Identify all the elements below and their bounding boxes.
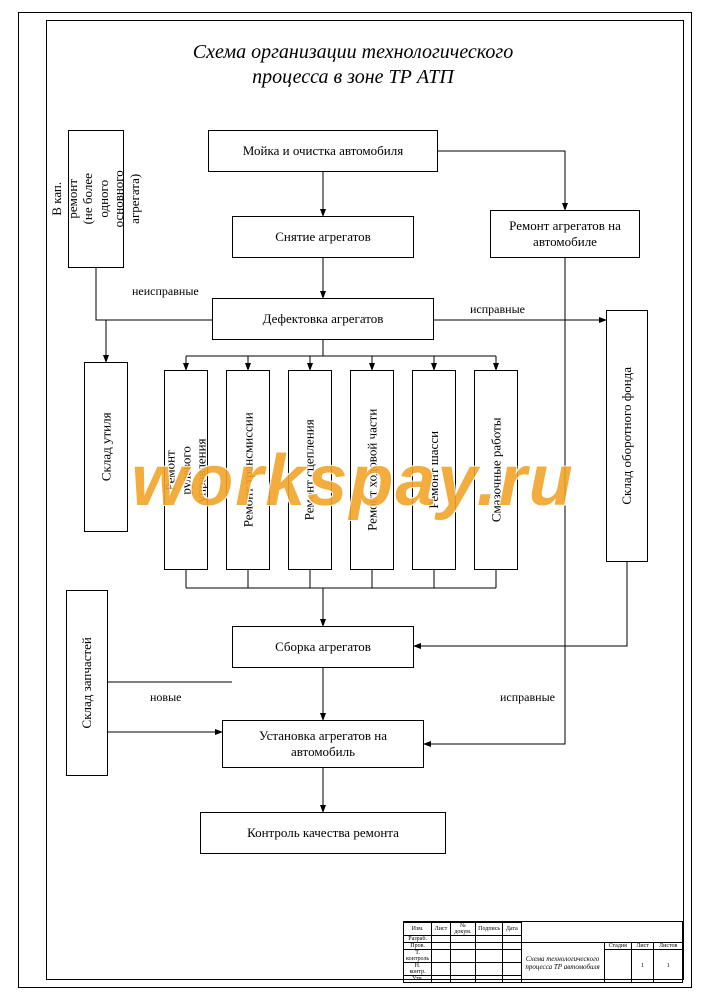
tb-cell [432, 936, 451, 943]
edge-label-good-2: исправные [500, 690, 555, 705]
node-remove-units: Снятие агрегатов [232, 216, 414, 258]
node-repair-chassis-running: Ремонт ходовой части [350, 370, 394, 570]
node-scrap-store: Склад утиля [84, 362, 128, 532]
title-block: Изм. Лист № докум. Подпись Дата Разраб. … [403, 921, 683, 979]
tb-left: Разраб. [404, 936, 432, 943]
diagram-title: Схема организации технологического проце… [0, 40, 706, 90]
node-label: Дефектовка агрегатов [263, 311, 384, 327]
node-repair-clutch: Ремонт сцепления [288, 370, 332, 570]
tb-cell [476, 976, 503, 983]
tb-cell [476, 950, 503, 963]
node-label: Контроль качества ремонта [247, 825, 399, 841]
tb-caption: Схема технологического процесса ТР автом… [521, 943, 604, 983]
tb-val-sheets: 1 [654, 950, 683, 983]
tb-cell [450, 936, 475, 943]
node-repair-chassis: Ремонт шасси [412, 370, 456, 570]
node-label: Ремонт трансмиссии [240, 413, 256, 528]
node-label: Склад оборотного фонда [619, 367, 635, 505]
tb-left: Изм. [404, 923, 432, 936]
tb-left: Подпись [476, 923, 503, 936]
tb-cell [503, 963, 521, 976]
tb-left: Н. контр. [404, 963, 432, 976]
tb-col-sheet: Лист [631, 943, 654, 950]
page: Схема организации технологического проце… [0, 0, 706, 1000]
tb-cell [432, 976, 451, 983]
tb-left: Лист [432, 923, 451, 936]
tb-cell [521, 922, 683, 943]
tb-left: Утв. [404, 976, 432, 983]
tb-left: № докум. [450, 923, 475, 936]
tb-col-sheets: Листов [654, 943, 683, 950]
tb-cell [432, 950, 451, 963]
title-line1: Схема организации технологического [193, 41, 513, 63]
node-spare-parts-store: Склад запчастей [66, 590, 108, 776]
tb-cell [604, 950, 631, 983]
tb-cell [476, 963, 503, 976]
tb-cell [503, 943, 521, 950]
node-label: В кап. ремонт (не более одного основного… [49, 170, 143, 227]
node-label: Ремонт шасси [426, 431, 442, 509]
title-block-table: Изм. Лист № докум. Подпись Дата Разраб. … [403, 921, 683, 983]
node-label: Склад утиля [98, 413, 114, 482]
tb-left: Пров. [404, 943, 432, 950]
node-label: Сборка агрегатов [275, 639, 371, 655]
tb-val-sheet: 1 [631, 950, 654, 983]
tb-left: Т. контроль [404, 950, 432, 963]
tb-cell [450, 943, 475, 950]
node-defect-check: Дефектовка агрегатов [212, 298, 434, 340]
node-assembly: Сборка агрегатов [232, 626, 414, 668]
tb-cell [476, 936, 503, 943]
node-label: Ремонт ходовой части [364, 409, 380, 531]
node-label: Смазочные работы [488, 418, 504, 523]
node-turnover-fund-store: Склад оборотного фонда [606, 310, 648, 562]
tb-cell [450, 950, 475, 963]
tb-cell [432, 943, 451, 950]
tb-cell [503, 950, 521, 963]
node-repair-steering: Ремонт рулевого управления [164, 370, 208, 570]
node-label: Снятие агрегатов [275, 229, 371, 245]
node-label: Установка агрегатов на автомобиль [227, 728, 419, 759]
edge-label-good-1: исправные [470, 302, 525, 317]
tb-col-stage: Стадия [604, 943, 631, 950]
node-repair-transmission: Ремонт трансмиссии [226, 370, 270, 570]
node-lubrication: Смазочные работы [474, 370, 518, 570]
node-capital-repair: В кап. ремонт (не более одного основного… [68, 130, 124, 268]
tb-cell [432, 963, 451, 976]
node-label: Мойка и очистка автомобиля [243, 143, 403, 159]
edge-label-faulty: неисправные [132, 284, 199, 299]
edge-label-new: новые [150, 690, 181, 705]
node-label: Склад запчастей [79, 637, 95, 728]
node-quality-control: Контроль качества ремонта [200, 812, 446, 854]
node-wash: Мойка и очистка автомобиля [208, 130, 438, 172]
tb-cell [476, 943, 503, 950]
node-install: Установка агрегатов на автомобиль [222, 720, 424, 768]
node-label: Ремонт рулевого управления [163, 438, 210, 502]
node-repair-on-vehicle: Ремонт агрегатов на автомобиле [490, 210, 640, 258]
tb-cell [503, 936, 521, 943]
tb-left: Дата [503, 923, 521, 936]
tb-cell [503, 976, 521, 983]
node-label: Ремонт агрегатов на автомобиле [495, 218, 635, 249]
tb-cell [450, 963, 475, 976]
tb-cell [450, 976, 475, 983]
title-line2: процесса в зоне ТР АТП [252, 66, 454, 88]
node-label: Ремонт сцепления [302, 419, 318, 520]
